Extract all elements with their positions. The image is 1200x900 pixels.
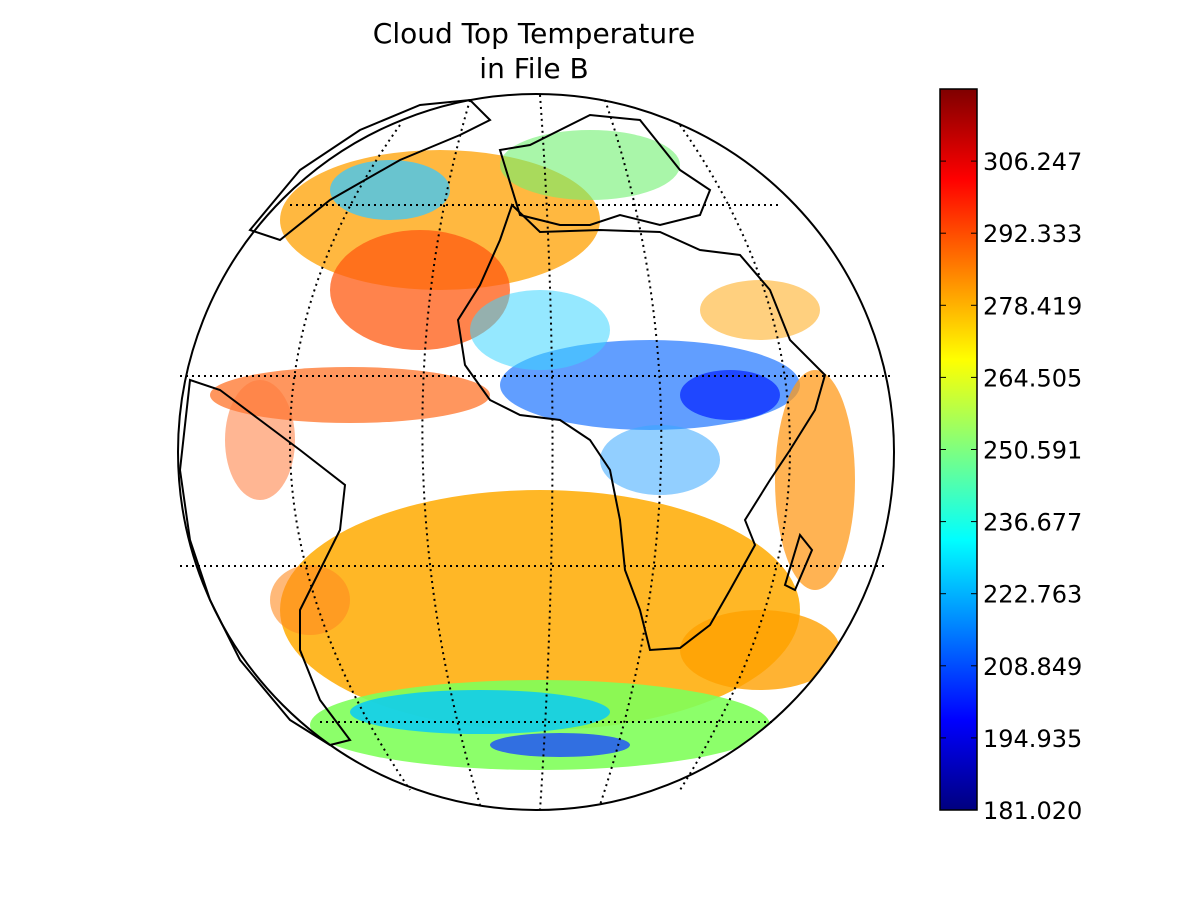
colorbar-gradient — [939, 88, 978, 811]
madagascar-coastline — [783, 532, 814, 592]
map-title-line1: Cloud Top Temperature — [373, 17, 695, 50]
cloud-region-south-atlantic — [280, 490, 800, 730]
cloud-region-east-africa — [700, 280, 820, 340]
cloud-region-west-africa — [470, 290, 610, 370]
colorbar: 181.020 194.935 208.849 222.763 236.677 250.5… — [939, 88, 1082, 825]
map-title-line2: in File B — [479, 52, 588, 85]
greenland-coastline — [248, 98, 492, 242]
colorbar-ticks: 181.020 194.935 208.849 222.763 236.677 250.5… — [940, 148, 1082, 825]
cloud-region-europe — [500, 130, 680, 200]
cloud-field — [210, 130, 855, 770]
africa-coastline — [456, 203, 827, 652]
colorbar-tick-label: 181.020 — [983, 797, 1082, 825]
colorbar-tick-label: 194.935 — [983, 725, 1082, 753]
cloud-region-southern-ocean-cold — [350, 690, 610, 734]
colorbar-tick-label: 222.763 — [983, 581, 1082, 609]
cloud-region-south-africa-east — [680, 610, 840, 690]
europe-coastline — [498, 113, 712, 227]
globe-limb — [177, 93, 895, 811]
cloud-region-central-africa — [600, 425, 720, 495]
globe — [177, 93, 895, 811]
cloud-region-south-america-coast — [270, 565, 350, 635]
colorbar-tick-label: 306.247 — [983, 148, 1082, 176]
graticule — [180, 94, 892, 811]
cloud-region-north-atlantic-warm — [330, 230, 510, 350]
colorbar-tick-label: 264.505 — [983, 364, 1082, 392]
cloud-region-antarctic-edge — [490, 733, 630, 757]
cloud-region-indian-ocean — [775, 370, 855, 590]
colorbar-tick-label: 250.591 — [983, 436, 1082, 464]
colorbar-tick-label: 208.849 — [983, 653, 1082, 681]
cloud-region-amazon — [225, 380, 295, 500]
colorbar-tick-label: 236.677 — [983, 509, 1082, 537]
cloud-region-sahel-anvil — [680, 370, 780, 420]
cloud-region-greenland-sea — [330, 160, 450, 220]
colorbar-tick-label: 278.419 — [983, 292, 1082, 320]
colorbar-tick-label: 292.333 — [983, 220, 1082, 248]
